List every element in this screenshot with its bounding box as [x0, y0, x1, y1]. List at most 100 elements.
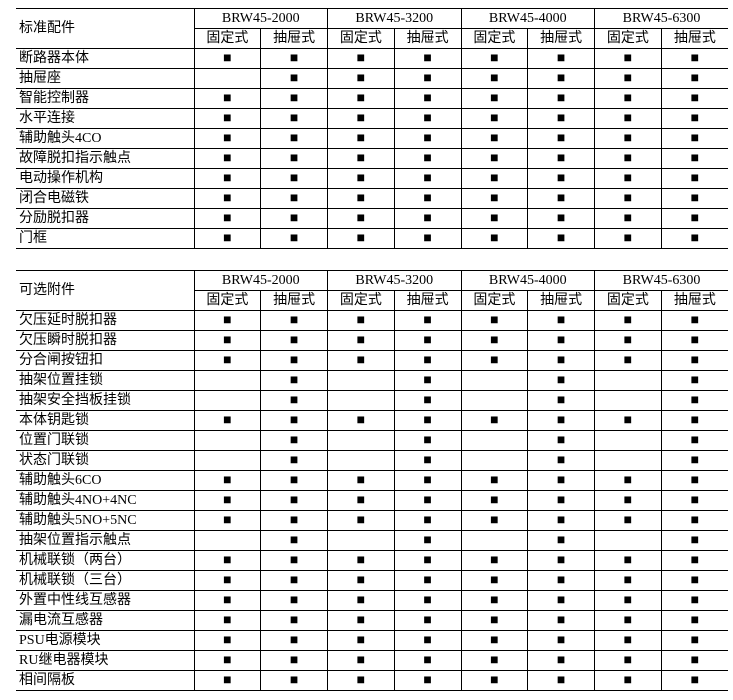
mark-cell: ■: [193, 48, 262, 69]
mark-cell: ■: [260, 228, 328, 249]
mark-cell: ■: [193, 670, 262, 691]
subheader: 固定式: [327, 290, 395, 311]
table-row: 水平连接 ■ ■ ■ ■ ■ ■ ■ ■: [16, 108, 728, 129]
header-row: 标准配件 BRW45-2000 BRW45-3200 BRW45-4000 BRW45-…: [16, 8, 728, 49]
mark-cell: ■: [393, 228, 462, 249]
mark-cell: ■: [327, 510, 395, 531]
table-row: 外置中性线互感器 ■ ■ ■ ■ ■ ■ ■ ■: [16, 590, 728, 611]
mark-cell: ■: [260, 630, 328, 651]
mark-cell: ■: [327, 570, 395, 591]
mark-cell: ■: [594, 188, 662, 209]
mark-cell: ■: [260, 670, 328, 691]
spec-table: 可选附件 BRW45-2000 BRW45-3200 BRW45-4000 BRW45-…: [16, 270, 728, 691]
mark-cell: [460, 370, 529, 391]
mark-cell: ■: [327, 550, 395, 571]
table-row: 抽屉座 ■ ■ ■ ■ ■ ■ ■: [16, 68, 728, 89]
table-row: 机械联锁（三台） ■ ■ ■ ■ ■ ■ ■ ■: [16, 570, 728, 591]
mark-cell: ■: [660, 450, 728, 471]
mark-cell: ■: [260, 108, 328, 129]
table-row: 抽架位置指示触点 ■ ■ ■ ■: [16, 530, 728, 551]
mark-cell: ■: [460, 650, 529, 671]
table-row: 机械联锁（两台） ■ ■ ■ ■ ■ ■ ■ ■: [16, 550, 728, 571]
mark-cell: ■: [260, 430, 328, 451]
table-title: 可选附件: [16, 270, 195, 311]
row-label: PSU电源模块: [16, 630, 195, 651]
mark-cell: ■: [660, 108, 728, 129]
mark-cell: ■: [193, 410, 262, 431]
mark-cell: ■: [527, 330, 595, 351]
mark-cell: ■: [260, 330, 328, 351]
mark-cell: ■: [327, 48, 395, 69]
subheader: 固定式: [594, 290, 662, 311]
model-header: BRW45-2000: [193, 270, 328, 291]
mark-cell: ■: [327, 310, 395, 331]
mark-cell: ■: [393, 490, 462, 511]
table-row: 本体钥匙锁 ■ ■ ■ ■ ■ ■ ■ ■: [16, 410, 728, 431]
table-row: 断路器本体 ■ ■ ■ ■ ■ ■ ■ ■: [16, 48, 728, 69]
mark-cell: ■: [594, 228, 662, 249]
mark-cell: ■: [393, 450, 462, 471]
mark-cell: ■: [527, 68, 595, 89]
mark-cell: ■: [660, 188, 728, 209]
table-row: 状态门联锁 ■ ■ ■ ■: [16, 450, 728, 471]
subheader-row: 固定式 抽屉式 固定式 抽屉式 固定式 抽屉式 固定式 抽屉式: [16, 28, 728, 49]
row-label: 辅助触头4CO: [16, 128, 195, 149]
mark-cell: ■: [660, 590, 728, 611]
mark-cell: ■: [260, 188, 328, 209]
mark-cell: ■: [327, 490, 395, 511]
table-row: 抽架位置挂锁 ■ ■ ■ ■: [16, 370, 728, 391]
mark-cell: ■: [460, 590, 529, 611]
mark-cell: ■: [660, 490, 728, 511]
row-label: 闭合电磁铁: [16, 188, 195, 209]
mark-cell: ■: [460, 128, 529, 149]
mark-cell: ■: [260, 530, 328, 551]
mark-cell: ■: [460, 630, 529, 651]
mark-cell: [460, 430, 529, 451]
mark-cell: ■: [527, 88, 595, 109]
mark-cell: ■: [660, 68, 728, 89]
mark-cell: ■: [594, 570, 662, 591]
mark-cell: ■: [594, 470, 662, 491]
mark-cell: ■: [327, 470, 395, 491]
mark-cell: ■: [527, 370, 595, 391]
mark-cell: [193, 68, 262, 89]
mark-cell: ■: [393, 68, 462, 89]
mark-cell: [594, 430, 662, 451]
mark-cell: ■: [193, 630, 262, 651]
table-row: 闭合电磁铁 ■ ■ ■ ■ ■ ■ ■ ■: [16, 188, 728, 209]
mark-cell: ■: [460, 330, 529, 351]
mark-cell: ■: [193, 650, 262, 671]
mark-cell: ■: [460, 550, 529, 571]
table-row: PSU电源模块 ■ ■ ■ ■ ■ ■ ■ ■: [16, 630, 728, 651]
mark-cell: ■: [327, 188, 395, 209]
mark-cell: ■: [393, 208, 462, 229]
mark-cell: ■: [594, 650, 662, 671]
model-header: BRW45-3200: [327, 8, 462, 29]
mark-cell: ■: [260, 390, 328, 411]
mark-cell: [327, 430, 395, 451]
row-label: 相间隔板: [16, 670, 195, 691]
mark-cell: ■: [393, 188, 462, 209]
row-label: 辅助触头5NO+5NC: [16, 510, 195, 531]
mark-cell: ■: [460, 310, 529, 331]
mark-cell: ■: [460, 68, 529, 89]
mark-cell: ■: [460, 88, 529, 109]
mark-cell: ■: [460, 188, 529, 209]
mark-cell: ■: [193, 350, 262, 371]
row-label: 欠压延时脱扣器: [16, 310, 195, 331]
mark-cell: ■: [660, 530, 728, 551]
row-label: 抽架位置挂锁: [16, 370, 195, 391]
subheader: 抽屉式: [527, 28, 595, 49]
mark-cell: ■: [660, 630, 728, 651]
mark-cell: ■: [594, 350, 662, 371]
row-label: 外置中性线互感器: [16, 590, 195, 611]
mark-cell: ■: [660, 350, 728, 371]
mark-cell: ■: [393, 570, 462, 591]
mark-cell: ■: [327, 350, 395, 371]
row-label: 水平连接: [16, 108, 195, 129]
mark-cell: ■: [660, 610, 728, 631]
mark-cell: ■: [193, 590, 262, 611]
table-row: 相间隔板 ■ ■ ■ ■ ■ ■ ■ ■: [16, 670, 728, 691]
row-label: 故障脱扣指示触点: [16, 148, 195, 169]
